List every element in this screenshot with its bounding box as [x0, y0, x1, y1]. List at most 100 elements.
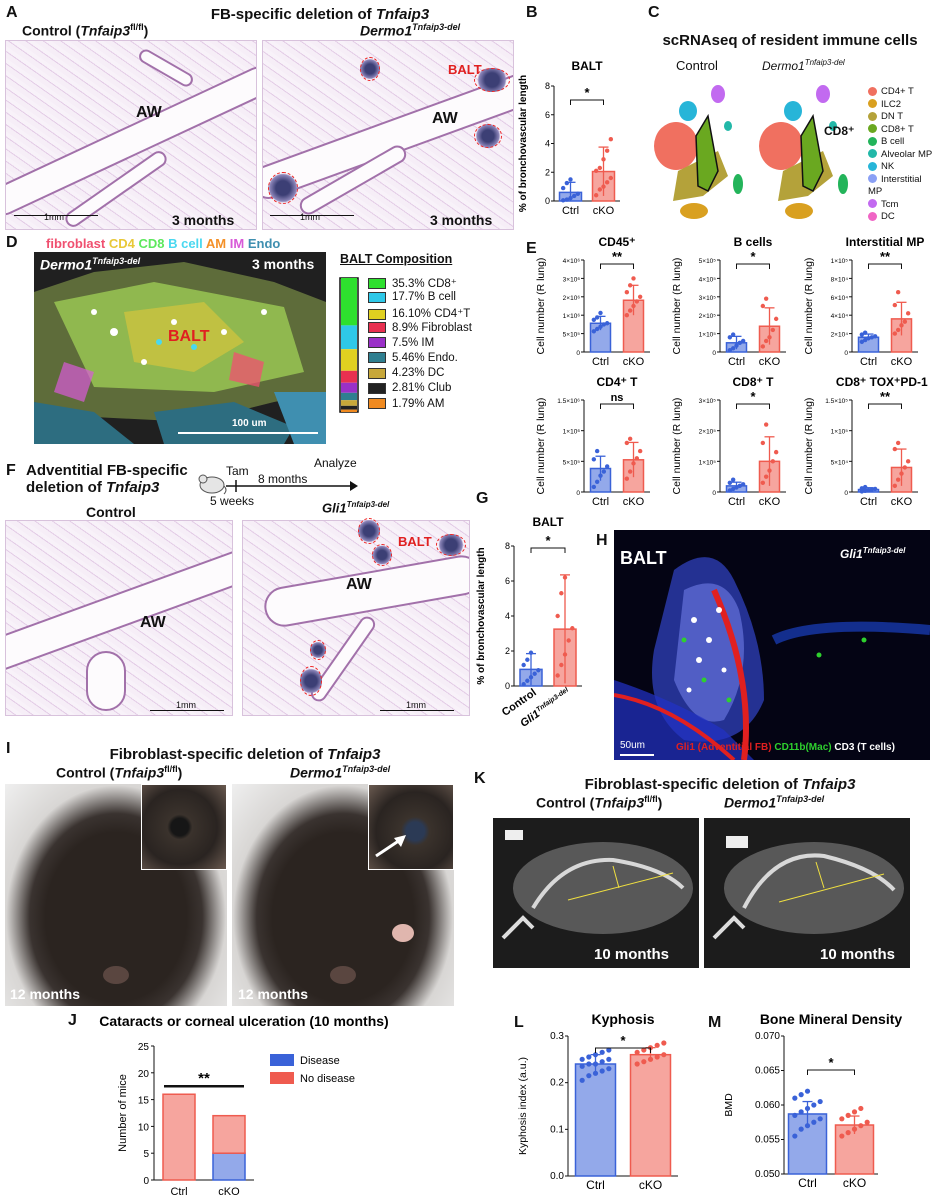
panel-label-k: K [474, 770, 486, 787]
stacked-bar-segment [212, 1152, 246, 1181]
data-point [601, 469, 607, 474]
bar [629, 1053, 672, 1177]
data-point [895, 477, 901, 482]
composition-label: 2.81% Club [392, 382, 452, 395]
legend-label: ILC2 [881, 98, 902, 110]
data-point [560, 185, 566, 191]
data-point [892, 331, 898, 336]
legend-swatch [868, 211, 877, 221]
x-tick-label: cKO [891, 496, 913, 508]
x-tick-label: Ctrl [170, 1186, 187, 1198]
x-tick-label: Ctrl [860, 496, 877, 508]
panel-a-dermo-label: Dermo1Tnfaip3-del [360, 22, 461, 39]
y-axis-label: Cell number (R lung) [535, 258, 547, 355]
data-point [892, 446, 898, 452]
significance-bracket [570, 99, 604, 105]
legend-label: B cell [881, 136, 905, 147]
legend-swatch [868, 174, 877, 184]
data-point [647, 1056, 654, 1062]
scale-label: 1mm [44, 212, 64, 222]
data-point [598, 310, 603, 316]
composition-segment [341, 370, 357, 383]
x-tick-label: Ctrl [592, 496, 609, 508]
data-point [654, 1054, 660, 1060]
y-tick-label: 0 [844, 350, 848, 357]
marker-label: B cell [168, 236, 206, 251]
cd8-cluster-label: CD8⁺ [824, 124, 855, 138]
data-point [895, 440, 901, 446]
data-point [571, 193, 577, 199]
airway-label: AW [140, 614, 166, 631]
data-point [763, 474, 769, 479]
legend-label: No disease [300, 1073, 355, 1085]
y-tick-label: 5×10⁵ [563, 332, 581, 339]
y-tick-label: 0.060 [755, 1100, 780, 1111]
panel-f-title-2: deletion of Tnfaip3 [26, 479, 160, 496]
data-point [773, 449, 779, 455]
chart-title: Interstitial MP [846, 235, 925, 249]
x-tick-label: Ctrl [860, 356, 877, 368]
data-point [905, 311, 911, 316]
umap-legend-item: DC [868, 211, 934, 224]
panel-f-gli-label: Gli1Tnfaip3-del [322, 500, 390, 516]
data-point [817, 1116, 823, 1122]
data-point [601, 157, 606, 162]
data-point [767, 335, 772, 340]
significance-label: * [584, 85, 590, 100]
composition-swatch [368, 337, 386, 349]
y-axis-label: % of bronchovascular length [518, 75, 529, 212]
significance-bracket [868, 403, 902, 409]
mouse-nose [103, 966, 129, 984]
umap-dermo-label: Dermo1Tnfaip3-del [762, 58, 845, 73]
y-tick-label: 1×10⁶ [563, 429, 581, 436]
chart-title: Cataracts or corneal ulceration (10 mont… [99, 1013, 388, 1029]
data-point [730, 477, 736, 482]
y-tick-label: 6×10⁴ [831, 295, 849, 302]
y-tick-label: 2×10⁴ [831, 332, 849, 339]
data-point [864, 1119, 870, 1125]
data-point [627, 308, 633, 313]
composition-segment [341, 400, 357, 406]
y-axis-label: Cell number (R lung) [671, 258, 683, 355]
data-point [564, 197, 570, 202]
data-point [579, 1063, 585, 1069]
legend-label: Tcm [881, 198, 899, 210]
balt-outline [268, 172, 298, 204]
significance-label: ** [612, 249, 623, 264]
data-point [594, 326, 600, 332]
y-tick-label: 0 [576, 350, 580, 357]
composition-label: 7.5% IM [392, 336, 435, 349]
x-tick-label: cKO [891, 356, 913, 368]
composition-segment [341, 382, 357, 393]
composition-swatch [368, 322, 386, 334]
composition-swatch [368, 291, 386, 303]
chart-j: Cataracts or corneal ulceration (10 mont… [99, 1013, 388, 1198]
data-point [634, 299, 640, 304]
data-point [792, 1112, 798, 1118]
data-point [593, 168, 599, 174]
balt-outline [358, 518, 380, 544]
panel-i-title: Fibroblast-specific deletion of Tnfaip3 [109, 746, 381, 763]
y-tick-label: 1×10⁵ [699, 332, 717, 339]
data-point [895, 290, 901, 295]
data-point [624, 290, 630, 295]
y-tick-label: 8 [545, 81, 550, 91]
y-tick-label: 6 [505, 576, 510, 586]
xray-art [501, 830, 693, 940]
data-point [859, 486, 865, 491]
y-tick-label: 15 [138, 1096, 150, 1107]
airway-label: AW [346, 576, 372, 593]
y-axis-label: Number of mice [117, 1074, 129, 1152]
data-point [566, 638, 571, 643]
legend-swatch [868, 136, 877, 146]
composition-row: 2.81% Club [368, 382, 451, 394]
panel-i-dermo-label: Dermo1Tnfaip3-del [290, 764, 391, 781]
panel-a-title: FB-specific deletion of Tnfaip3 [210, 6, 430, 23]
umap-legend-item: ILC2 [868, 99, 934, 112]
composition-swatch [368, 398, 386, 410]
data-point [851, 1109, 858, 1115]
data-point [592, 1070, 599, 1076]
data-point [859, 489, 865, 494]
data-point [760, 480, 766, 485]
histology-a-control [5, 40, 257, 230]
